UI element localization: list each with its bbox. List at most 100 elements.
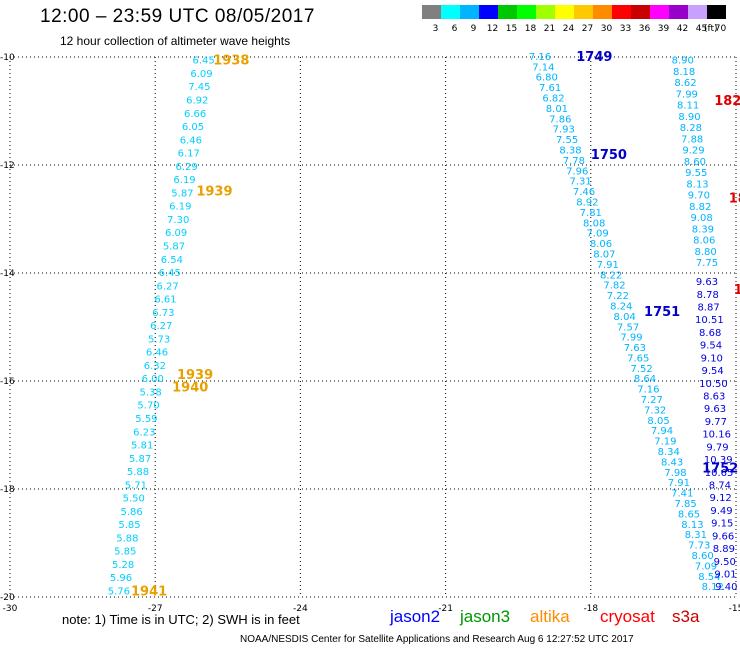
swh-value: 7.73	[688, 541, 710, 552]
swh-value: 7.19	[654, 437, 676, 448]
swh-value: 6.19	[169, 202, 191, 213]
swh-value: 7.75	[696, 258, 718, 269]
lat-tick-label: -10	[0, 53, 15, 63]
legend-label: 15	[506, 24, 517, 34]
swh-value: 9.79	[706, 442, 728, 453]
swh-value: 9.63	[704, 404, 726, 415]
swh-value: 8.13	[686, 179, 708, 190]
swh-value: 9.01	[714, 569, 736, 580]
swh-value: 6.05	[182, 122, 204, 133]
swh-value: 8.63	[703, 392, 725, 403]
time-label: 1939	[177, 368, 213, 383]
swh-value: 7.57	[617, 322, 639, 333]
swh-value: 6.45	[192, 56, 214, 67]
legend-swatch	[650, 5, 669, 19]
swh-value: 5.73	[148, 334, 170, 345]
legend-swatch	[688, 5, 707, 19]
swh-value: 10.39	[704, 455, 733, 466]
lat-tick-label: -12	[0, 161, 15, 171]
swh-value: 5.96	[110, 573, 132, 584]
swh-value: 7.94	[651, 426, 673, 437]
axis-ticks: -30 -27 -24 -21 -18 -15 -10 -12 -14 -16 -18 -20	[0, 53, 740, 614]
legend-label: 42	[677, 24, 688, 34]
swh-value: 7.93	[553, 125, 575, 136]
swh-value: 7.30	[167, 215, 189, 226]
swh-value: 5.87	[171, 188, 193, 199]
swh-value: 9.54	[700, 341, 722, 352]
swh-value: 7.65	[627, 353, 649, 364]
swh-value: 8.31	[685, 530, 707, 541]
swh-value: 7.46	[573, 187, 595, 198]
swh-value: 8.39	[692, 224, 714, 235]
swh-value: 6.45	[159, 268, 181, 279]
time-label: 1751	[644, 305, 680, 320]
lon-tick-label: -24	[293, 604, 308, 614]
swh-value: 6.73	[152, 308, 174, 319]
legend-swatch	[422, 5, 441, 19]
map-subtitle: 12 hour collection of altimeter wave hei…	[60, 34, 291, 48]
satellite-jason3: jason3	[460, 607, 511, 626]
swh-value: 5.76	[108, 587, 130, 598]
swh-value: 5.85	[114, 547, 136, 558]
satellite-s3a: s3a	[672, 607, 700, 626]
legend-label: 18	[525, 24, 537, 34]
swh-value: 7.16	[529, 52, 551, 63]
swh-value: 8.01	[546, 104, 568, 115]
swh-value: 9.77	[705, 417, 727, 428]
swh-value: 7.09	[695, 561, 717, 572]
legend-swatch	[441, 5, 460, 19]
swh-value: 10.51	[695, 315, 724, 326]
swh-value: 8.74	[709, 481, 731, 492]
swh-value: 8.82	[689, 202, 711, 213]
swh-value: 8.28	[680, 123, 702, 134]
swh-value: 8.54	[698, 572, 720, 583]
swh-value: 8.24	[610, 301, 632, 312]
legend-swatch	[460, 5, 479, 19]
legend-swatch	[631, 5, 650, 19]
swh-value: 6.27	[150, 321, 172, 332]
swh-value: 8.05	[647, 416, 669, 427]
swh-value: 6.00	[142, 374, 164, 385]
swh-value: 6.46	[180, 135, 202, 146]
legend-swatch	[517, 5, 536, 19]
swh-value: 7.31	[570, 177, 592, 188]
swh-value: 8.12	[702, 582, 724, 593]
swh-value: 7.61	[539, 83, 561, 94]
legend-label: 30	[601, 24, 613, 34]
swh-value: 10.65	[705, 468, 734, 479]
swh-value: 9.63	[696, 277, 718, 288]
lon-tick-label: -30	[3, 604, 18, 614]
legend-label: 39	[658, 24, 670, 34]
lon-tick-label: -27	[148, 604, 163, 614]
swh-value: 5.87	[129, 454, 151, 465]
swh-value: 8.90	[672, 56, 694, 67]
swh-value: 6.09	[165, 228, 187, 239]
swh-value: 5.88	[116, 533, 138, 544]
swh-value: 8.89	[713, 544, 735, 555]
swh-value: 8.92	[576, 197, 598, 208]
lon-tick-label: -15	[729, 604, 740, 614]
swh-value: 6.80	[536, 73, 558, 84]
time-labels: 1938193919391940194117491750175117521821…	[131, 50, 740, 600]
swh-value: 9.29	[682, 146, 704, 157]
legend-label: 9	[471, 24, 477, 34]
swh-value: 7.22	[607, 291, 629, 302]
swh-value: 7.41	[671, 489, 693, 500]
time-label: 1941	[131, 585, 167, 600]
swh-value: 7.78	[563, 156, 585, 167]
swh-value: 6.23	[133, 427, 155, 438]
swh-value: 7.82	[603, 281, 625, 292]
swh-value: 7.86	[549, 114, 571, 125]
swh-value: 8.60	[684, 157, 706, 168]
swh-value: 6.82	[542, 94, 564, 105]
legend-swatch	[479, 5, 498, 19]
swh-value: 5.88	[127, 467, 149, 478]
swh-value: 6.27	[156, 281, 178, 292]
time-label: 1752	[702, 461, 738, 476]
swh-value: 7.52	[630, 364, 652, 375]
swh-value: 9.15	[711, 519, 733, 530]
swh-value: 8.07	[593, 249, 615, 260]
swh-value: 6.32	[144, 361, 166, 372]
swh-value: 8.06	[693, 236, 715, 247]
swh-value: 8.65	[678, 509, 700, 520]
